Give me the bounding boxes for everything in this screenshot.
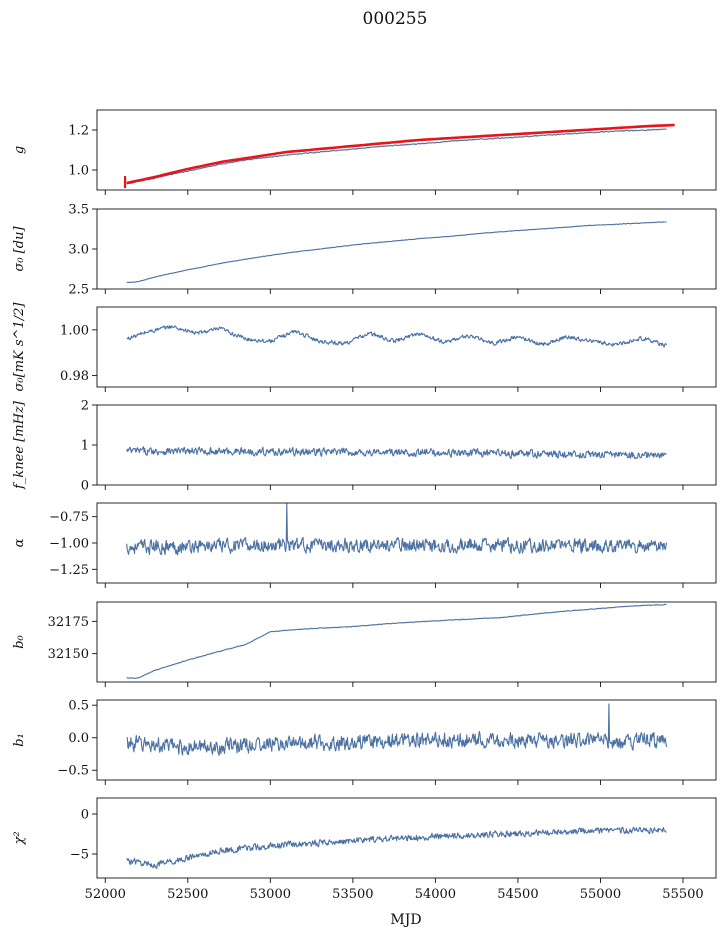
- x-tick-label: 53500: [332, 887, 373, 902]
- y-tick-label: −0.75: [49, 510, 89, 525]
- panel-sigma0_mK: 0.98 1.00 σ₀[mK s^1/2]: [12, 302, 717, 392]
- series-line-fknee-0: [126, 446, 667, 460]
- panel-frame: [96, 109, 717, 191]
- panels: 1.0 1.2 g 2.5 3.0 3.5 σ₀ [du] 0.98 1.00 σ₀[mK s^1…: [12, 109, 717, 902]
- figure-title: 000255: [363, 9, 428, 29]
- x-tick-label: 52000: [85, 887, 126, 902]
- panel-sigma0_du: 2.5 3.0 3.5 σ₀ [du]: [12, 203, 717, 298]
- y-tick-label: 32150: [48, 647, 89, 662]
- y-axis-label: σ₀ [du]: [12, 226, 27, 272]
- panel-b0: 32150 32175 b₀: [12, 601, 717, 687]
- series-line-sigma0_du-0: [126, 221, 667, 284]
- y-tick-label: 0.98: [60, 369, 89, 384]
- x-tick-label: 55500: [662, 887, 703, 902]
- y-tick-label: 0.0: [68, 731, 89, 746]
- panel-frame: [96, 306, 717, 388]
- series-line-g-1: [126, 123, 675, 185]
- panel-b1: −0.5 0.0 0.5 b₁: [12, 699, 717, 785]
- y-tick-label: 1: [81, 439, 89, 454]
- y-axis-label: f_knee [mHz]: [12, 400, 27, 490]
- x-tick-label: 53000: [250, 887, 291, 902]
- x-tick-label: 54000: [415, 887, 456, 902]
- y-axis-label: b₀: [12, 634, 27, 648]
- series-line-g-0: [126, 128, 667, 185]
- y-tick-label: −1.00: [49, 537, 89, 552]
- y-tick-label: 2: [81, 399, 89, 414]
- y-axis-label: α: [12, 538, 27, 547]
- y-axis-label: g: [12, 146, 27, 154]
- y-tick-label: 0: [81, 479, 89, 494]
- panel-frame: [96, 208, 717, 290]
- y-tick-label: 32175: [48, 615, 89, 630]
- y-tick-label: 1.0: [68, 164, 89, 179]
- y-tick-label: 1.2: [68, 124, 89, 139]
- y-tick-label: −5: [70, 848, 89, 863]
- panel-frame: [96, 699, 717, 781]
- x-axis-label: MJD: [390, 912, 421, 928]
- y-axis-label: b₁: [12, 733, 27, 747]
- y-tick-label: 2.5: [68, 283, 89, 298]
- panel-fknee: 0 1 2 f_knee [mHz]: [12, 399, 717, 494]
- y-tick-label: −1.25: [49, 563, 89, 578]
- panel-chi2: −5 0 52000 52500 53000 53500 54000 54500 55000 55…: [12, 797, 717, 902]
- y-axis-label: χ²: [12, 831, 27, 845]
- panel-frame: [96, 404, 717, 486]
- series-line-chi2-0: [126, 826, 667, 870]
- series-line-sigma0_mK-0: [126, 325, 668, 348]
- x-tick-label: 55000: [580, 887, 621, 902]
- panel-frame: [96, 601, 717, 683]
- x-tick-label: 54500: [497, 887, 538, 902]
- panel-alpha: −1.25 −1.00 −0.75 α: [12, 502, 717, 588]
- y-tick-label: 3.0: [68, 243, 89, 258]
- y-tick-label: 3.5: [68, 203, 89, 218]
- y-tick-label: 1.00: [60, 323, 89, 338]
- series-line-b1-0: [126, 703, 668, 756]
- y-tick-label: 0.5: [68, 699, 89, 714]
- series-line-b0-0: [126, 603, 667, 679]
- y-tick-label: 0: [81, 808, 89, 823]
- panel-g: 1.0 1.2 g: [12, 109, 717, 195]
- series-line-alpha-0: [126, 502, 668, 556]
- x-tick-label: 52500: [167, 887, 208, 902]
- y-tick-label: −0.5: [57, 764, 89, 779]
- panel-frame: [96, 797, 717, 879]
- y-axis-label: σ₀[mK s^1/2]: [12, 302, 27, 392]
